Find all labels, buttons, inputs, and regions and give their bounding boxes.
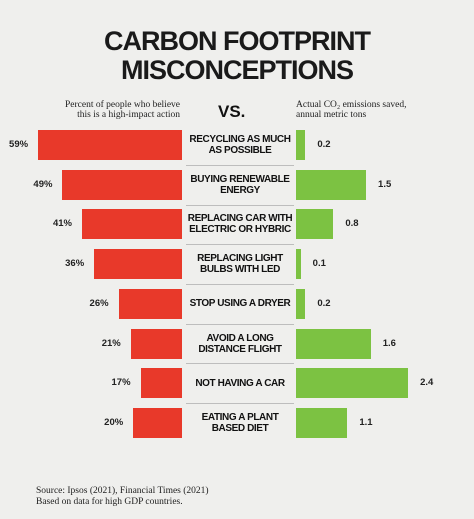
chart-title: MISCONCEPTIONS	[120, 55, 354, 85]
value-label: 0.2	[317, 139, 331, 150]
value-label: 1.6	[382, 337, 396, 349]
value-label: 1.5	[378, 178, 392, 190]
right-header: Actual CO₂ emissions saved, annual metri…	[296, 100, 407, 120]
row-separator	[186, 244, 294, 246]
source: Based on data for high GDP countries.	[36, 497, 183, 507]
bar	[296, 249, 301, 280]
bar	[118, 288, 182, 319]
bar	[296, 288, 306, 319]
value-label: 17%	[111, 377, 131, 389]
value-label: 59%	[9, 139, 29, 150]
bar	[296, 368, 409, 399]
bar	[296, 407, 348, 438]
row-separator	[186, 323, 294, 325]
value-label: 0.2	[317, 297, 331, 309]
value-label: 1.1	[359, 416, 373, 428]
bar	[81, 209, 182, 240]
category-label: RECYCLING AS MUCH AS POSSIBLE	[189, 134, 291, 156]
bar	[62, 169, 182, 200]
bar	[296, 169, 367, 200]
bar	[296, 328, 371, 359]
bar	[140, 368, 182, 399]
row-separator	[186, 283, 294, 285]
bar	[296, 209, 334, 240]
row-separator	[186, 363, 294, 365]
category-label: REPLACING LIGHT BULBS WITH LED	[197, 253, 283, 276]
category-label: REPLACING CAR WITH ELECTRIC OR HYBRIC	[187, 213, 293, 236]
source: Source: Ipsos (2021), Financial Times (2…	[36, 486, 209, 496]
category-label: AVOID A LONG DISTANCE FLIGHT	[198, 332, 282, 355]
value-label: 0.8	[345, 218, 359, 230]
bar	[296, 130, 306, 160]
value-label: 49%	[33, 178, 53, 190]
row-separator	[186, 403, 294, 405]
value-label: 21%	[101, 337, 121, 349]
value-label: 0.1	[312, 258, 326, 270]
category-label: BUYING RENEWABLE ENERGY	[190, 173, 290, 196]
chart-title: CARBON FOOTPRINT	[104, 26, 371, 56]
category-label: EATING A PLANT BASED DIET	[201, 411, 279, 434]
value-label: 26%	[89, 297, 109, 309]
category-label: NOT HAVING A CAR	[195, 377, 285, 389]
left-header: Percent of people who believe this is a …	[64, 100, 180, 120]
category-label: STOP USING A DRYER	[189, 298, 291, 310]
bar	[94, 249, 182, 280]
value-label: 20%	[104, 416, 124, 428]
row-separator	[186, 164, 294, 166]
value-label: 41%	[52, 218, 72, 230]
row-separator	[186, 204, 294, 206]
bar	[133, 407, 182, 438]
value-label: 36%	[65, 258, 85, 270]
vs-label: VS.	[218, 102, 246, 121]
bar	[38, 130, 182, 160]
value-label: 2.4	[420, 377, 434, 389]
bar	[130, 328, 182, 359]
